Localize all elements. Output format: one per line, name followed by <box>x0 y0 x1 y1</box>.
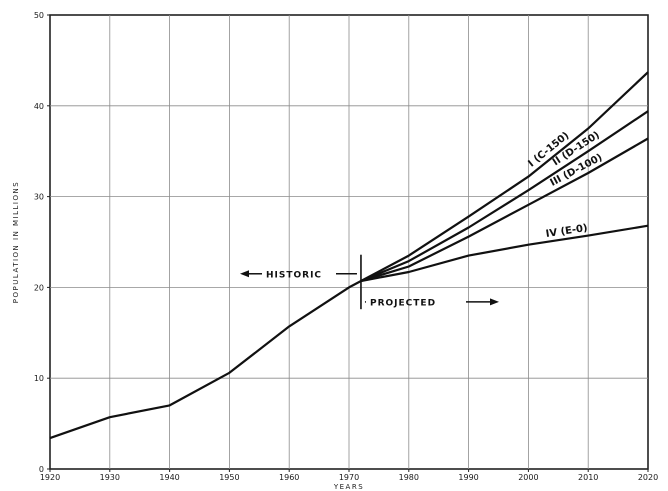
x-tick-label: 1980 <box>399 473 419 482</box>
series-line-2 <box>360 110 649 283</box>
y-tick-label: 50 <box>34 11 44 20</box>
x-tick-label: 2010 <box>578 473 598 482</box>
historic-arrow-head <box>240 270 249 278</box>
x-tick-label: 1940 <box>159 473 179 482</box>
projected-label: PROJECTED <box>370 298 436 308</box>
x-tick-label: 1960 <box>279 473 299 482</box>
grid <box>50 15 648 469</box>
x-tick-label: 2000 <box>518 473 538 482</box>
x-tick-label: 1970 <box>339 473 359 482</box>
y-tick-label: 40 <box>34 102 44 111</box>
annotations: HISTORIC PROJECTED <box>240 254 499 310</box>
historic-line <box>49 280 362 440</box>
historic-label: HISTORIC <box>266 270 322 280</box>
series-lines <box>49 71 649 440</box>
x-tick-label: 1920 <box>40 473 60 482</box>
x-tick-label: 1930 <box>100 473 120 482</box>
x-tick-label: 1950 <box>219 473 239 482</box>
y-tick-label: 10 <box>34 374 44 383</box>
y-tick-label: 0 <box>39 465 44 474</box>
y-axis: 0 10 20 30 40 50 <box>34 11 50 474</box>
y-tick-label: 20 <box>34 283 44 292</box>
y-axis-title: POPULATION IN MILLIONS <box>12 181 20 303</box>
series-line-4 <box>360 224 649 283</box>
projected-arrow-head <box>490 298 499 306</box>
x-axis: 1920 1930 1940 1950 1960 1970 1980 1990 2000 2010… <box>40 469 658 482</box>
series-line-3 <box>360 137 649 283</box>
x-axis-title: YEARS <box>333 483 364 491</box>
x-tick-label: 1990 <box>458 473 478 482</box>
x-tick-label: 2020 <box>638 473 658 482</box>
y-tick-label: 30 <box>34 193 44 202</box>
series-line-1 <box>360 71 649 282</box>
